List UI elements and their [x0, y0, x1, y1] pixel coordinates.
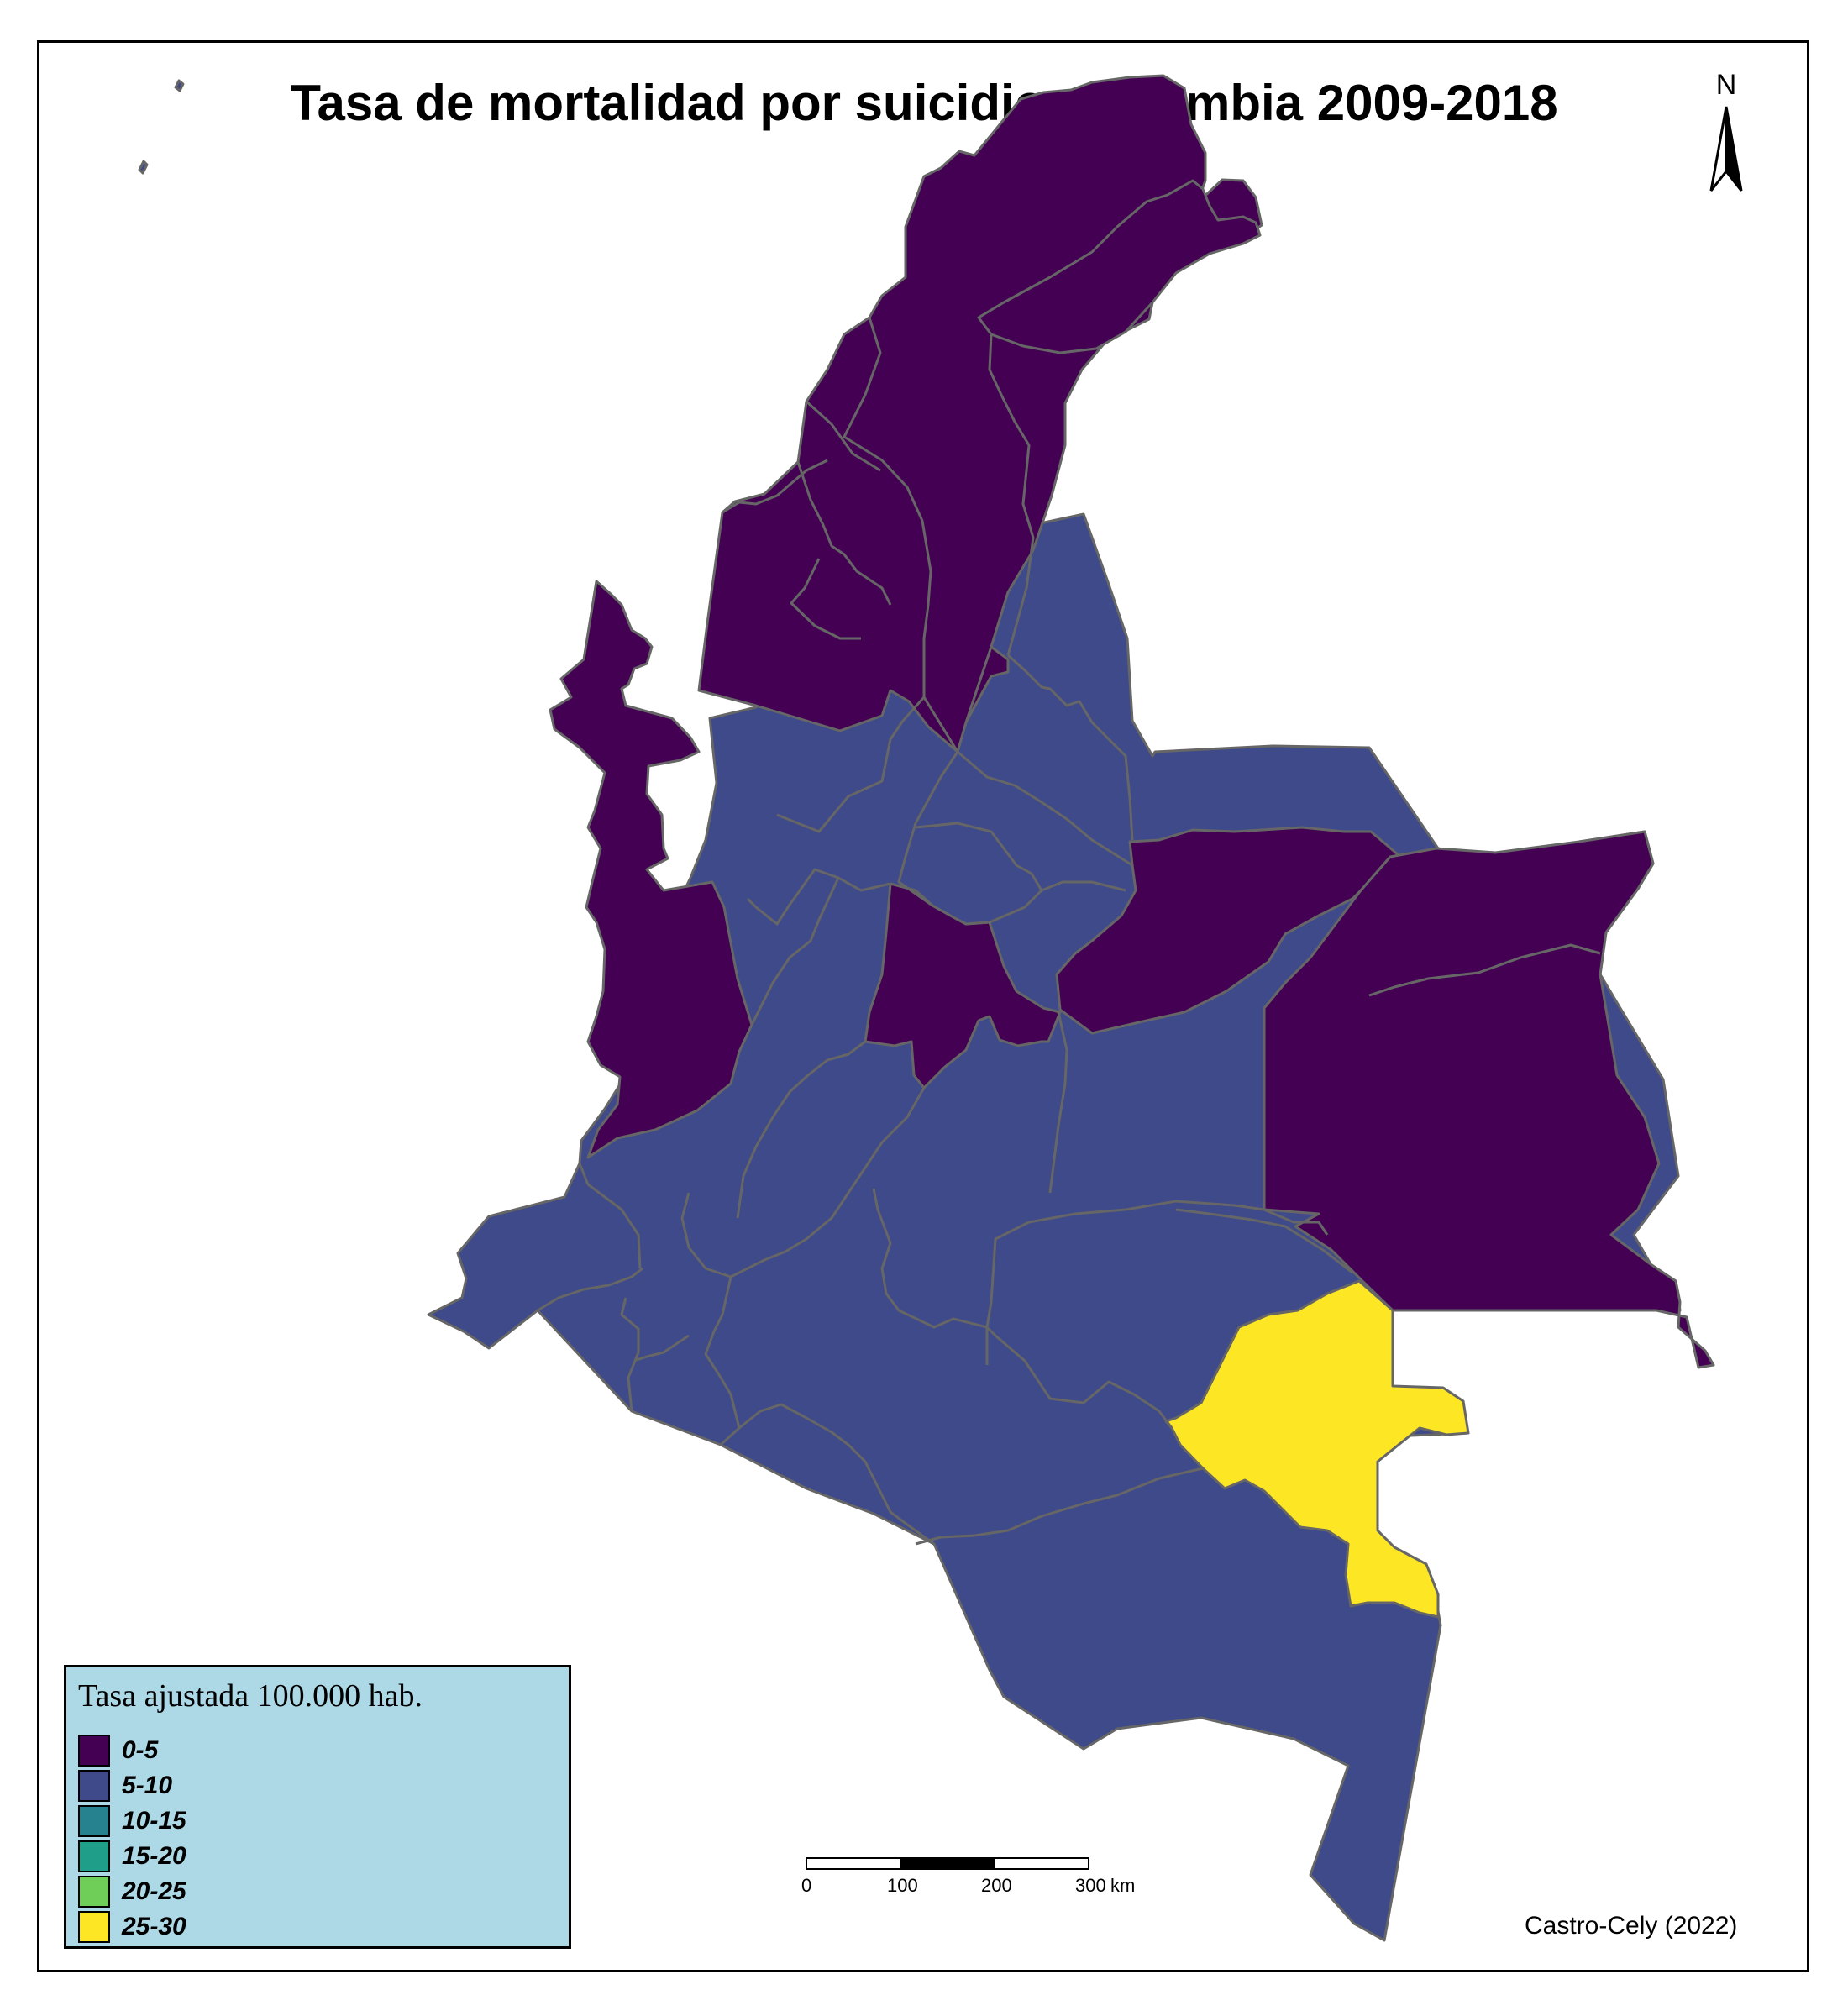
- boundary-18: [736, 1040, 866, 1219]
- boundary-12: [915, 822, 1043, 891]
- legend-label: 10-15: [122, 1807, 186, 1835]
- boundary-4: [796, 461, 892, 606]
- north-arrow: N: [1701, 69, 1751, 195]
- boundary-22: [537, 1267, 643, 1312]
- island-san-andres: [174, 79, 185, 92]
- legend-swatch: [78, 1876, 110, 1908]
- boundary-31: [1263, 1208, 1329, 1236]
- legend-label: 15-20: [122, 1842, 186, 1870]
- legend-label: 20-25: [122, 1877, 186, 1905]
- boundary-30: [1175, 1208, 1353, 1274]
- scale-label-100: 100: [887, 1875, 918, 1896]
- boundary-20: [704, 1276, 741, 1429]
- boundary-3: [805, 400, 881, 472]
- boundary-6: [790, 558, 861, 640]
- boundary-15: [985, 1008, 1266, 1365]
- boundary-13: [957, 750, 1133, 867]
- boundary-19: [680, 1087, 926, 1278]
- boundary-28: [880, 1494, 935, 1546]
- boundary-17: [750, 877, 840, 1026]
- boundary-10: [776, 696, 926, 833]
- boundary-16: [746, 868, 891, 926]
- region-guajira: [977, 179, 1262, 354]
- region-vaupes: [1164, 1279, 1470, 1619]
- map-title: Tasa de mortalidad por suicidio, Colombi…: [290, 75, 1558, 131]
- boundary-25: [872, 1188, 988, 1329]
- map-frame: [37, 40, 1809, 1972]
- boundary-29: [915, 1467, 1204, 1546]
- scale-label-300: 300: [1075, 1875, 1106, 1896]
- legend-swatch: [78, 1735, 110, 1767]
- island-providencia: [138, 160, 149, 175]
- north-arrow-icon: [1709, 106, 1743, 192]
- legend-swatch: [78, 1911, 110, 1943]
- region-choco: [549, 580, 753, 1159]
- boundary-26: [985, 1326, 1173, 1429]
- scale-bar-graphic: [806, 1857, 1089, 1870]
- boundary-5: [722, 459, 828, 514]
- boundary-14: [1048, 1011, 1068, 1194]
- boundary-2: [843, 317, 959, 753]
- boundary-23: [620, 1297, 640, 1412]
- legend-swatch: [78, 1770, 110, 1802]
- boundary-9: [897, 751, 990, 926]
- legend-label: 25-30: [122, 1913, 186, 1940]
- scale-unit: km: [1110, 1875, 1136, 1896]
- boundary-27: [719, 1403, 884, 1496]
- region-casanare: [1055, 826, 1400, 1035]
- region-caribbean-north: [697, 74, 1263, 753]
- boundary-7: [964, 646, 993, 723]
- boundary-8: [1006, 654, 1134, 841]
- legend-label: 0-5: [122, 1736, 159, 1764]
- scale-bar: 0 100 200 300 km: [798, 1856, 1136, 1915]
- legend-label: 5-10: [122, 1772, 173, 1799]
- north-letter: N: [1715, 69, 1737, 101]
- legend-swatch: [78, 1840, 110, 1872]
- boundary-32: [1368, 943, 1601, 997]
- credit-text: Castro-Cely (2022): [1525, 1912, 1738, 1940]
- boundary-11: [989, 880, 1126, 924]
- legend: Tasa ajustada 100.000 hab. 0-5 5-10 10-1…: [64, 1665, 571, 1949]
- scale-label-0: 0: [801, 1875, 812, 1896]
- legend-swatch: [78, 1805, 110, 1837]
- legend-title: Tasa ajustada 100.000 hab.: [78, 1678, 423, 1714]
- scale-label-200: 200: [981, 1875, 1012, 1896]
- boundary-1: [988, 333, 1035, 656]
- boundary-21: [578, 1163, 642, 1269]
- boundary-24: [633, 1334, 690, 1362]
